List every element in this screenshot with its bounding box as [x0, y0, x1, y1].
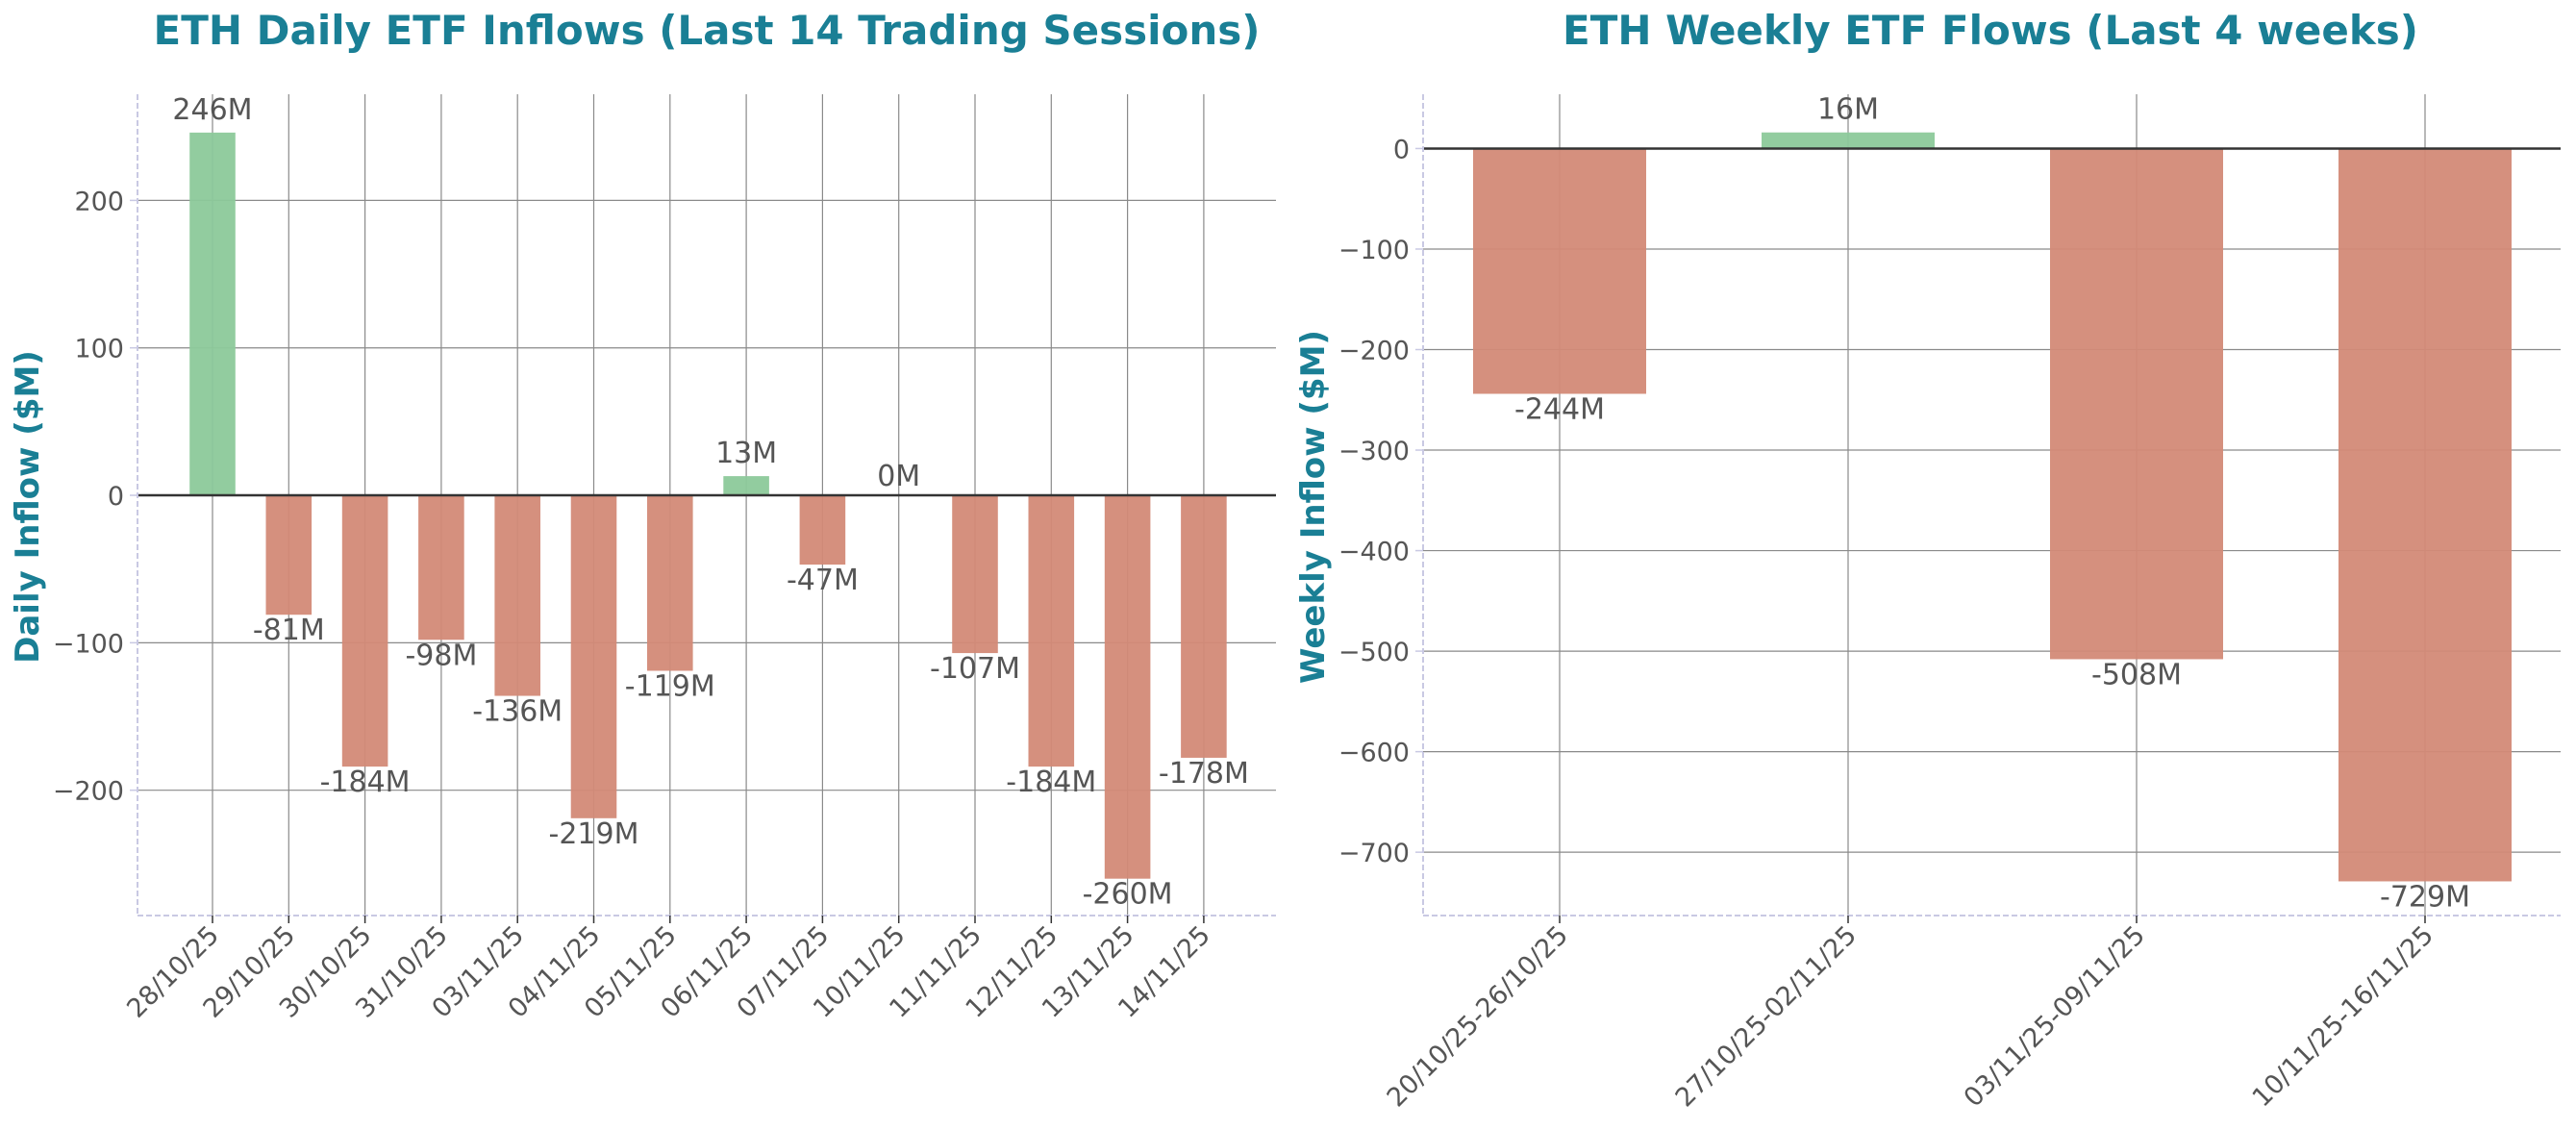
- y-tick-label: 100: [74, 335, 124, 364]
- bar: [1104, 495, 1151, 879]
- data-label: -119M: [625, 669, 715, 703]
- weekly-y-axis-label: Weekly Inflow ($M): [1294, 330, 1333, 684]
- daily-y-axis-label: Daily Inflow ($M): [9, 350, 47, 664]
- daily-labels: 246M -81M -184M -98M -136M -219M -119M 13M -47M 0…: [172, 93, 1248, 912]
- bar: [570, 495, 617, 818]
- y-tick-label: 200: [74, 187, 124, 216]
- y-tick-label: −300: [1338, 437, 1410, 466]
- weekly-bars: [1473, 132, 2512, 882]
- data-label: 246M: [172, 93, 252, 127]
- data-label: -508M: [2091, 658, 2182, 691]
- data-label: -219M: [549, 817, 639, 851]
- data-label: -81M: [253, 614, 325, 647]
- daily-inflows-chart: ETH Daily ETF Inflows (Last 14 Trading S…: [9, 7, 1276, 1024]
- bar: [723, 476, 769, 496]
- daily-chart-title: ETH Daily ETF Inflows (Last 14 Trading S…: [154, 7, 1261, 54]
- bar: [2338, 148, 2512, 882]
- weekly-flows-chart: ETH Weekly ETF Flows (Last 4 weeks) Week…: [1294, 7, 2561, 1113]
- weekly-chart-title: ETH Weekly ETF Flows (Last 4 weeks): [1563, 7, 2418, 54]
- y-tick-label: 0: [1393, 135, 1410, 164]
- bar: [1473, 148, 1646, 394]
- data-label: -107M: [930, 652, 1020, 686]
- data-label: 0M: [877, 460, 920, 493]
- y-tick-label: −200: [53, 777, 124, 807]
- data-label: -136M: [472, 695, 563, 729]
- y-tick-label: −200: [1338, 337, 1410, 366]
- data-label: 13M: [715, 437, 777, 470]
- data-label: -47M: [787, 564, 859, 597]
- bar: [799, 495, 846, 565]
- bar: [1028, 495, 1075, 767]
- bar: [494, 495, 540, 696]
- x-tick-label: 27/10/25-02/11/25: [1670, 920, 1863, 1113]
- daily-bars: [189, 132, 1227, 879]
- data-label: -98M: [405, 639, 477, 672]
- bar: [952, 495, 998, 654]
- data-label: -729M: [2380, 880, 2470, 914]
- data-label: 16M: [1817, 93, 1879, 127]
- bar: [265, 495, 313, 615]
- y-tick-label: −100: [53, 629, 124, 659]
- data-label: -184M: [1006, 766, 1096, 799]
- bar: [647, 495, 693, 671]
- weekly-labels: -244M 16M -508M -729M: [1514, 93, 2470, 915]
- y-tick-label: −600: [1338, 739, 1410, 768]
- x-tick-label: 20/10/25-26/10/25: [1382, 920, 1574, 1113]
- data-label: -260M: [1083, 878, 1173, 912]
- bar: [1762, 132, 1935, 149]
- y-tick-label: −400: [1338, 538, 1410, 567]
- bar: [418, 495, 464, 640]
- y-tick-label: −700: [1338, 839, 1410, 868]
- bar: [1181, 495, 1227, 758]
- x-tick-label: 03/11/25-09/11/25: [1959, 920, 2151, 1113]
- bar: [189, 132, 236, 496]
- bar: [2050, 148, 2223, 660]
- y-tick-label: 0: [108, 482, 124, 512]
- x-tick-label: 10/11/25-16/11/25: [2247, 920, 2439, 1113]
- y-tick-label: −500: [1338, 638, 1410, 667]
- bar: [341, 495, 388, 767]
- y-tick-label: −100: [1338, 236, 1410, 265]
- data-label: -244M: [1514, 392, 1605, 426]
- data-label: -184M: [320, 766, 411, 799]
- data-label: -178M: [1159, 757, 1249, 791]
